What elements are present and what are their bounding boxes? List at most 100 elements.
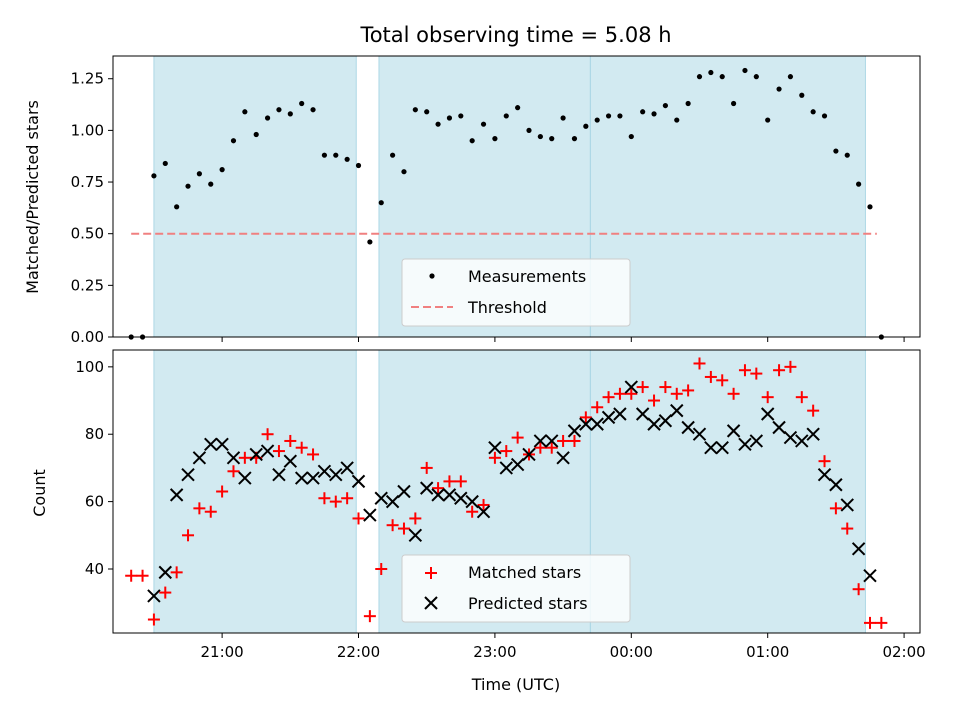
y-tick-label: 0.25 (71, 276, 104, 294)
matched-star-point (204, 505, 217, 518)
predicted-star-point (510, 457, 525, 472)
legend-matched-marker (425, 567, 437, 579)
measurement-point (242, 109, 248, 115)
observing-window (153, 349, 357, 634)
predicted-star-point (499, 461, 513, 475)
matched-star-point (386, 519, 399, 532)
matched-star-point (863, 616, 876, 629)
predicted-star-point (306, 471, 320, 485)
count-legend: Matched stars Predicted stars (401, 554, 631, 623)
measurement-point (651, 111, 657, 117)
predicted-star-point (454, 491, 468, 505)
measurement-point (253, 131, 259, 138)
matched-star-point (875, 616, 888, 629)
predicted-star-point (601, 410, 616, 425)
predicted-star-point (363, 508, 377, 522)
y-tick-label: 0.00 (71, 328, 104, 346)
matched-star-point (568, 434, 581, 447)
matched-star-point (318, 492, 331, 505)
x-tick-label: 02:00 (882, 643, 925, 661)
x-tick-label: 01:00 (746, 643, 789, 661)
measurement-point (208, 181, 214, 187)
count-panel: Count Time (UTC) 40 60 80 100 21:00 22:00 23:… (30, 349, 926, 694)
matched-star-point (818, 455, 831, 468)
matched-star-point (477, 498, 490, 511)
measurement-point (503, 113, 509, 119)
matched-star-point (511, 431, 524, 444)
matched-star-point (648, 394, 661, 407)
x-axis-label: Time (UTC) (471, 675, 560, 694)
matched-star-point (636, 381, 649, 394)
measurement-point (515, 105, 521, 111)
measurement-point (196, 171, 202, 177)
predicted-star-point (249, 447, 263, 462)
matched-star-point (682, 384, 695, 397)
measurement-point (412, 107, 418, 113)
measurement-point (299, 100, 305, 107)
legend-predicted-label: Predicted stars (468, 594, 588, 613)
predicted-star-point (670, 403, 684, 418)
measurement-point (185, 183, 191, 189)
measurement-point (662, 102, 668, 109)
observing-window (153, 55, 357, 338)
predicted-star-point (567, 424, 582, 438)
predicted-star-point (147, 589, 161, 603)
matched-star-point (443, 475, 456, 488)
measurement-point (674, 117, 680, 123)
ratio-x-ticks (221, 337, 905, 342)
measurement-point (730, 100, 737, 107)
predicted-star-point (726, 424, 741, 438)
measurement-point (787, 74, 794, 80)
measurement-point (810, 109, 816, 115)
predicted-star-point (204, 437, 218, 452)
predicted-star-point (317, 464, 332, 478)
matched-star-point (488, 451, 501, 464)
x-tick-label: 00:00 (610, 643, 653, 661)
predicted-star-point (226, 451, 241, 465)
predicted-star-point (260, 444, 275, 458)
predicted-star-point (806, 427, 820, 441)
measurement-point (424, 109, 430, 115)
matched-star-point (773, 364, 786, 377)
predicted-star-point (783, 430, 798, 445)
measurement-point (696, 74, 703, 80)
matched-star-point (397, 522, 410, 535)
measurement-point (287, 111, 293, 117)
measurement-point (594, 117, 600, 123)
predicted-star-point (635, 407, 650, 421)
matched-star-point (704, 370, 717, 383)
matched-star-point (216, 485, 229, 498)
predicted-star-point (658, 414, 673, 428)
x-tick-label: 23:00 (473, 643, 516, 661)
matched-star-point (807, 404, 820, 417)
predicted-star-point (840, 498, 854, 512)
predicted-star-point (647, 417, 661, 431)
count-x-ticks: 21:00 22:00 23:00 00:00 01:00 02:00 (200, 633, 926, 661)
predicted-star-point (829, 478, 843, 492)
measurement-point (867, 204, 873, 210)
predicted-star-point (329, 467, 343, 482)
measurement-point (321, 152, 328, 158)
y-tick-label: 40 (85, 560, 104, 578)
matched-star-point (557, 434, 570, 447)
count-points (125, 357, 888, 629)
predicted-star-point (522, 447, 536, 462)
predicted-star-point (795, 434, 809, 448)
predicted-star-point (738, 437, 752, 452)
y-tick-label: 0.50 (71, 225, 104, 243)
ratio-plot-frame (112, 55, 921, 338)
predicted-star-point (476, 505, 491, 519)
predicted-star-point (272, 467, 286, 482)
measurement-point (833, 148, 839, 154)
measurement-point (844, 152, 850, 158)
matched-star-point (159, 586, 172, 599)
matched-star-point (613, 387, 626, 400)
matched-star-point (579, 411, 592, 424)
predicted-star-point (772, 420, 786, 435)
ratio-y-ticks: 0.00 0.25 0.50 0.75 1.00 1.25 (71, 70, 113, 346)
matched-star-point (693, 357, 706, 370)
ratio-panel: Total observing time = 5.08 h Matched/Pr… (23, 23, 921, 346)
measurement-point (276, 107, 282, 113)
predicted-star-point (215, 437, 229, 452)
